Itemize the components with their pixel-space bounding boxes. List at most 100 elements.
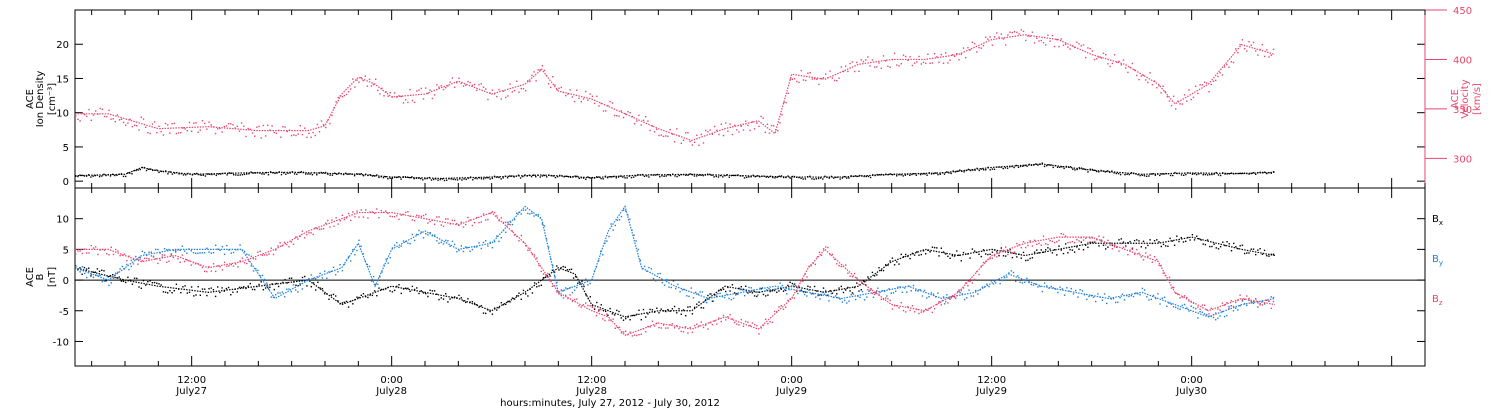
- velocity-series-point: [1125, 67, 1127, 69]
- velocity-series-point: [991, 44, 994, 46]
- velocity-series-point: [787, 92, 789, 94]
- bx-series-point: [564, 266, 566, 268]
- velocity-series-point: [256, 126, 258, 128]
- by-series-point: [650, 268, 652, 270]
- by-series-point: [449, 245, 451, 247]
- density-series-point: [967, 168, 970, 171]
- density-series-point: [1050, 164, 1052, 166]
- by-series-point: [1210, 315, 1212, 318]
- by-series-point: [1237, 309, 1239, 311]
- bx-series-point: [776, 291, 778, 293]
- velocity-series-point: [240, 122, 243, 124]
- density-series-point: [500, 178, 502, 180]
- bx-series-point: [171, 292, 173, 294]
- bx-series-point: [1102, 244, 1105, 246]
- by-series-point: [79, 271, 81, 273]
- velocity-series-point: [471, 84, 474, 86]
- velocity-series-point: [114, 120, 116, 123]
- velocity-series-point: [476, 89, 478, 92]
- bz-series-point: [896, 305, 898, 307]
- by-series-point: [1239, 305, 1241, 307]
- velocity-series-point: [110, 118, 112, 120]
- velocity-series-point: [593, 102, 596, 105]
- bx-series-point: [667, 308, 669, 311]
- density-series-point: [730, 174, 733, 177]
- density-series-point: [639, 174, 641, 176]
- density-series-point: [1204, 173, 1207, 176]
- bz-series-point: [973, 278, 976, 281]
- bz-series-point: [518, 240, 520, 242]
- density-series-point: [746, 176, 748, 179]
- by-series-point: [652, 278, 655, 280]
- by-series-point: [366, 263, 369, 266]
- bz-series-point: [179, 261, 181, 263]
- density-series-point: [680, 174, 683, 176]
- by-series-point: [99, 274, 101, 276]
- by-series-point: [1121, 293, 1124, 295]
- velocity-series-point: [1259, 48, 1261, 51]
- velocity-series-point: [680, 142, 682, 144]
- density-series-point: [173, 172, 176, 174]
- bz-series-point: [753, 323, 756, 326]
- bx-series-point: [193, 295, 195, 297]
- velocity-series-point: [1131, 62, 1134, 65]
- velocity-series-point: [871, 59, 874, 61]
- bz-series-point: [235, 263, 237, 265]
- density-series-point: [224, 172, 226, 174]
- time-axis-ticks: 12:00July270:00July2812:00July280:00July…: [91, 10, 1426, 397]
- velocity-series-point: [1266, 49, 1268, 51]
- velocity-series-point: [277, 129, 280, 132]
- x-tick-date: July27: [175, 386, 207, 397]
- bz-series-point: [217, 265, 219, 267]
- bx-series-point: [860, 289, 862, 291]
- bz-series-point: [491, 211, 494, 213]
- velocity-series-point: [589, 93, 591, 95]
- bz-series-point: [802, 280, 804, 282]
- x-axis-label: hours:minutes, July 27, 2012 - July 30, …: [500, 398, 720, 409]
- bx-series-point: [570, 268, 573, 270]
- velocity-series-point: [1138, 78, 1140, 81]
- density-series-point: [274, 172, 276, 175]
- density-series-point: [861, 175, 863, 177]
- bx-series-point: [916, 251, 918, 253]
- density-series-point: [1002, 167, 1004, 170]
- bottom-panel-frame: [74, 187, 1426, 367]
- bz-series-point: [776, 310, 778, 313]
- bz-series-point: [806, 276, 808, 278]
- bz-series-point: [762, 324, 765, 327]
- bx-series-point: [771, 290, 774, 292]
- density-series-point: [450, 178, 452, 180]
- velocity-series-point: [876, 66, 878, 68]
- bz-series-point: [960, 289, 962, 292]
- density-series-point: [559, 174, 561, 177]
- by-series-point: [531, 212, 533, 214]
- by-series-point: [1050, 285, 1052, 288]
- bz-series-point: [980, 265, 982, 267]
- bz-series-point: [720, 320, 722, 323]
- velocity-series-point: [796, 80, 798, 83]
- bz-series-point: [288, 246, 290, 248]
- bz-series-point: [316, 228, 319, 230]
- density-series-point: [1183, 174, 1185, 176]
- density-series-point: [1100, 169, 1102, 172]
- bz-series-point: [310, 232, 312, 234]
- velocity-series-point: [1007, 34, 1009, 36]
- velocity-series-point: [953, 55, 956, 58]
- by-series-point: [1179, 308, 1181, 310]
- by-series-point: [801, 287, 804, 289]
- bx-series-point: [887, 264, 889, 266]
- bz-series-point: [851, 275, 854, 278]
- velocity-series-point: [638, 114, 640, 117]
- velocity-series-point: [720, 123, 722, 125]
- bx-series-point: [680, 313, 682, 315]
- bx-series-point: [1140, 246, 1142, 248]
- velocity-series-point: [913, 62, 916, 64]
- velocity-series-point: [802, 79, 805, 81]
- by-series-point: [175, 250, 177, 252]
- density-series-point: [1185, 173, 1187, 176]
- density-series-point: [550, 175, 552, 177]
- bx-series-point: [295, 284, 297, 286]
- velocity-series-point: [280, 136, 282, 138]
- bx-series-point: [482, 312, 485, 314]
- by-series-point: [527, 212, 529, 215]
